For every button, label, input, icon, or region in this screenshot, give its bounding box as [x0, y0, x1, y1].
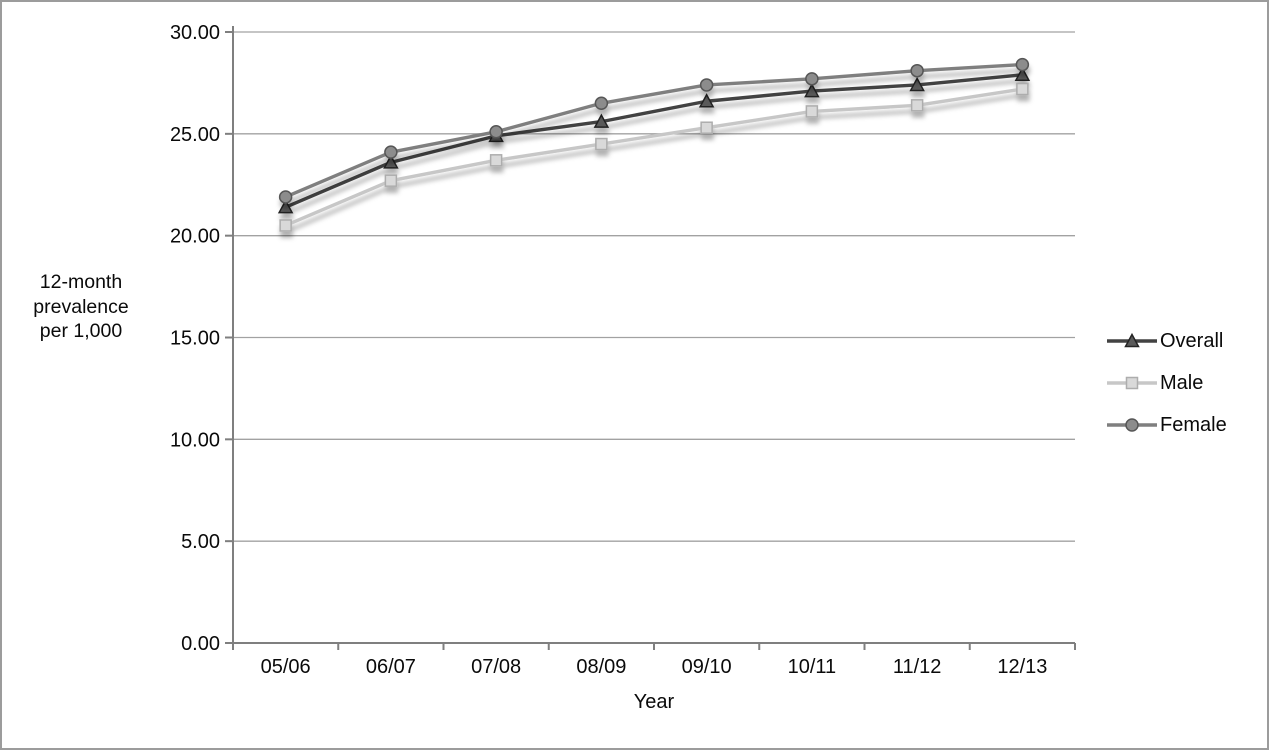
overall-marker [1014, 66, 1031, 82]
legend-item-male: Male [1106, 362, 1227, 404]
female-marker [910, 63, 924, 78]
y-tick-label: 15.00 [170, 328, 220, 350]
legend-label-overall: Overall [1160, 329, 1224, 352]
female-line [284, 62, 1023, 199]
x-tick-label: 09/10 [682, 656, 732, 678]
female-marker [805, 72, 819, 86]
female-marker [489, 125, 503, 139]
y-tick-label: 30.00 [170, 22, 220, 44]
male-line [284, 87, 1023, 228]
y-axis-title-line3: per 1,000 [39, 320, 123, 342]
legend-label-male: Male [1160, 371, 1204, 394]
female-marker [1015, 57, 1030, 72]
x-tick-label: 07/08 [471, 656, 521, 678]
female-marker [278, 190, 293, 204]
male-marker [910, 99, 924, 112]
y-tick-label: 10.00 [170, 429, 220, 451]
y-tick-label: 25.00 [170, 124, 220, 146]
legend-female-swatch [1107, 418, 1157, 432]
y-tick-label: 20.00 [170, 226, 220, 248]
male-marker [384, 174, 398, 187]
x-tick-label: 08/09 [576, 656, 626, 678]
series-female [278, 57, 1030, 204]
series-male [279, 82, 1029, 232]
y-axis-title: 12-month prevalence per 1,000 [18, 270, 144, 344]
x-tick-label: 06/07 [366, 656, 416, 678]
overall-marker [593, 113, 610, 128]
male-marker [595, 137, 608, 151]
legend-male-swatch [1107, 376, 1157, 390]
overall-marker [698, 93, 715, 108]
y-tick-label: 0.00 [181, 633, 220, 655]
x-tick-label: 11/12 [893, 656, 942, 678]
overall-marker [1124, 332, 1140, 348]
x-tick-label: 10/11 [788, 656, 837, 678]
overall-marker [277, 199, 294, 214]
legend-item-female: Female [1106, 404, 1227, 446]
legend-overall-swatch [1107, 332, 1157, 348]
overall-marker [909, 76, 925, 92]
female-marker [594, 96, 609, 111]
male-marker [279, 219, 292, 232]
male-marker [1125, 376, 1139, 390]
overall-line [284, 73, 1023, 209]
x-tick-label: 12/13 [997, 656, 1047, 678]
male-marker [700, 121, 713, 134]
overall-marker [383, 154, 399, 169]
female-marker [384, 145, 398, 159]
legend: Overall Male Female [1106, 320, 1227, 446]
x-axis-title: Year [633, 691, 675, 713]
legend-item-overall: Overall [1106, 320, 1227, 362]
y-axis-title-line1: 12-month [39, 271, 123, 293]
female-marker [1125, 418, 1139, 432]
series-overall [277, 66, 1031, 214]
male-marker [805, 105, 819, 118]
male-marker [1016, 82, 1029, 96]
legend-label-female: Female [1160, 413, 1227, 436]
overall-marker [804, 82, 820, 98]
female-marker [699, 78, 714, 92]
y-axis-title-line2: prevalence [33, 295, 129, 318]
male-marker [489, 154, 503, 167]
y-tick-label: 5.00 [181, 531, 220, 553]
x-tick-label: 05/06 [261, 656, 311, 678]
